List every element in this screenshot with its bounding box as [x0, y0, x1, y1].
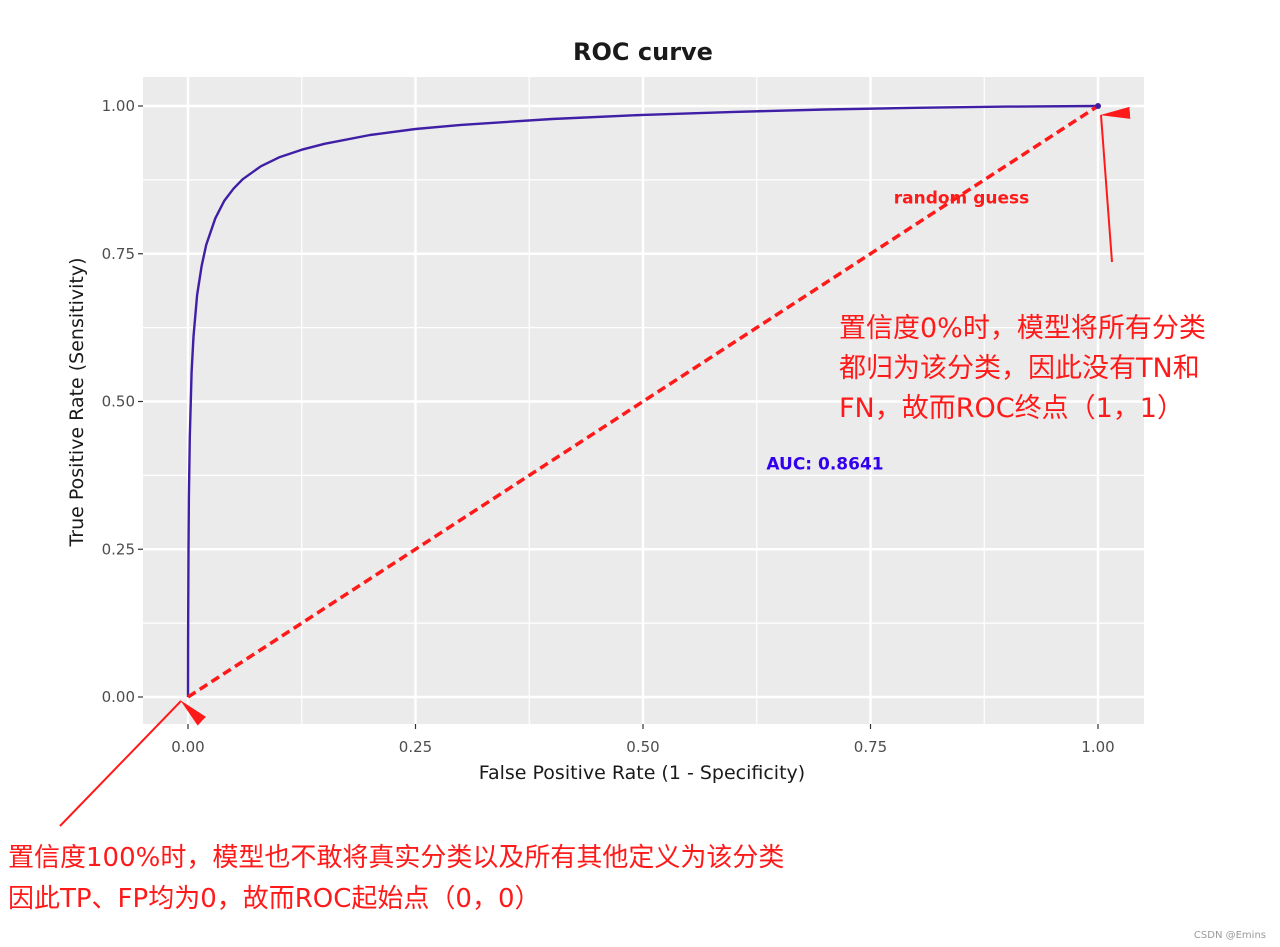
x-tick-label: 0.50: [626, 738, 659, 756]
series-layer: [186, 103, 1101, 699]
random-guess-label: random guess: [894, 189, 1029, 209]
arrow-to-end-point: [1100, 106, 1131, 263]
callout-line: FN，故而ROC终点（1，1）: [839, 393, 1184, 424]
y-tick-label: 0.50: [102, 393, 135, 411]
arrow-to-start-point: [59, 700, 207, 827]
callout-start-point: 置信度100%时，模型也不敢将真实分类以及所有其他定义为该分类 因此TP、FP均…: [8, 838, 784, 920]
callout-line: 置信度0%时，模型将所有分类: [839, 313, 1206, 344]
roc-curve-line: [186, 104, 1099, 698]
callout-line: 因此TP、FP均为0，故而ROC起始点（0，0）: [8, 884, 541, 914]
y-tick-label: 0.25: [102, 540, 135, 558]
x-tick-label: 0.00: [171, 738, 204, 756]
callout-arrows: [59, 106, 1131, 827]
y-tick-label: 0.00: [102, 688, 135, 706]
axis-ticks: 0.00 0.25 0.50 0.75 1.00 0.00 0.25 0.50 0.75 1.00: [102, 97, 1115, 756]
y-tick-label: 1.00: [102, 97, 135, 115]
y-tick-label: 0.75: [102, 245, 135, 263]
chart-title: ROC curve: [573, 38, 713, 66]
watermark: CSDN @Emins: [1193, 930, 1266, 941]
y-axis-label: True Positive Rate (Sensitivity): [66, 257, 88, 547]
x-tick-label: 0.25: [399, 738, 432, 756]
x-axis-label: False Positive Rate (1 - Specificity): [479, 762, 805, 784]
callout-line: 置信度100%时，模型也不敢将真实分类以及所有其他定义为该分类: [8, 843, 785, 873]
callout-end-point: 置信度0%时，模型将所有分类 都归为该分类，因此没有TN和 FN，故而ROC终点…: [839, 309, 1206, 429]
grid: [143, 77, 1144, 724]
annotation-layer: random guess AUC: 0.8641: [766, 189, 1029, 475]
callout-line: 都归为该分类，因此没有TN和: [839, 353, 1200, 384]
x-tick-label: 1.00: [1081, 738, 1114, 756]
random-guess-line: [187, 104, 1099, 699]
auc-label: AUC: 0.8641: [766, 455, 883, 475]
roc-end-point: [1095, 103, 1101, 109]
x-tick-label: 0.75: [854, 738, 887, 756]
